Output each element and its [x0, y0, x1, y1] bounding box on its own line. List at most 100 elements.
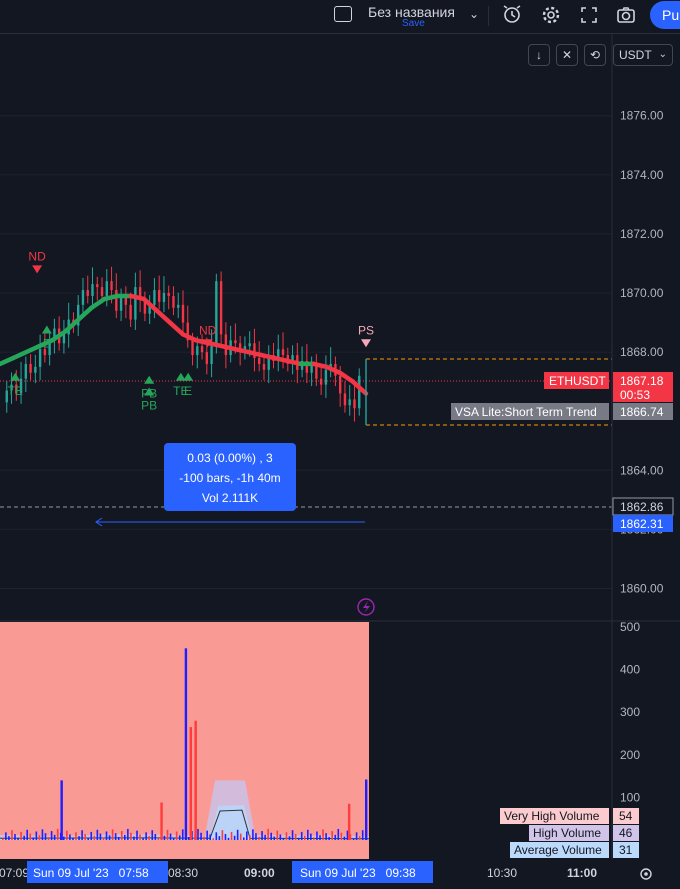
trend-segment-3 [23, 343, 42, 355]
chevron-down-icon[interactable]: ⌄ [469, 7, 480, 21]
camera-icon[interactable] [615, 4, 637, 26]
volume-bar-69 [212, 838, 215, 840]
range-end-badge [292, 861, 433, 883]
candle-body-1 [5, 390, 8, 403]
range-end-text: Sun 09 Jul '23 09:38 [300, 866, 416, 880]
volume-bar-0 [2, 838, 4, 840]
gear-icon[interactable] [640, 868, 652, 880]
volume-tick-3: 200 [620, 748, 640, 762]
signal-arrow-6 [183, 372, 194, 381]
time-tick-0900: 09:00 [244, 866, 275, 880]
candle-body-30 [143, 298, 147, 314]
volume-bar-76 [233, 835, 236, 840]
volume-bar-44 [136, 830, 138, 840]
candle-body-36 [172, 295, 175, 308]
legend-very-high-label: Very High Volume [504, 809, 600, 823]
arrow-down-icon[interactable]: ↓ [528, 44, 550, 66]
volume-bar-98 [300, 831, 303, 840]
volume-bar-113 [346, 830, 349, 840]
candle-body-5 [24, 363, 28, 379]
candle-body-40 [191, 340, 194, 356]
trend-line [0, 293, 369, 396]
signal-arrow-0 [32, 265, 43, 274]
volume-bar-1 [5, 832, 7, 840]
lightning-icon-glyph [363, 601, 370, 613]
currency-select[interactable]: USDT ⌄ [613, 44, 673, 66]
candle-body-44 [210, 346, 213, 364]
volume-tick-1: 400 [620, 663, 640, 677]
volume-bar-105 [322, 829, 324, 840]
top-toolbar: Без названия Save ⌄ Pu [0, 0, 680, 34]
candle-body-33 [157, 290, 161, 302]
volume-bar-109 [334, 834, 337, 840]
publish-button[interactable]: Pu [650, 1, 680, 29]
candle-body-13 [62, 334, 66, 344]
refresh-icon[interactable]: ⟲ [584, 44, 606, 66]
layout-square-icon[interactable] [334, 6, 352, 22]
level1-text: 1862.86 [620, 500, 664, 514]
fullscreen-icon[interactable] [578, 4, 600, 26]
trend-segment-6 [63, 317, 81, 334]
volume-bar-2 [8, 836, 10, 840]
volume-bar-7 [23, 835, 25, 840]
price-tick-4: 1868.00 [620, 345, 664, 359]
lightning-icon[interactable] [357, 598, 375, 616]
signal-arrow-5 [175, 372, 186, 381]
volume-bar-40 [124, 834, 126, 840]
candle-body-4 [19, 378, 23, 394]
volume-bar-68 [209, 834, 211, 840]
collapse-icon[interactable]: ✕ [556, 44, 578, 66]
legend-very-high-swatch [500, 808, 609, 824]
signal-label-1: TE [8, 384, 23, 398]
volume-bar-26 [81, 830, 83, 840]
trend-segment-12 [141, 296, 160, 313]
volume-bar-102 [313, 837, 315, 840]
candle-body-53 [253, 343, 256, 359]
trend-label-badge [451, 403, 609, 420]
volume-bar-34 [105, 831, 108, 840]
gear-icon[interactable] [540, 4, 562, 26]
candle-body-32 [153, 290, 156, 305]
candle-body-6 [29, 363, 32, 373]
volume-bar-24 [75, 832, 77, 840]
candle-body-7 [34, 366, 37, 373]
legend-high-label: High Volume [533, 826, 601, 840]
volume-bar-4 [14, 834, 16, 840]
volume-bar-88 [270, 832, 272, 840]
volume-bar-17 [53, 834, 56, 840]
candle-body-17 [81, 290, 85, 305]
volume-bar-84 [258, 837, 260, 840]
candle-body-55 [262, 363, 266, 370]
volume-bar-90 [276, 830, 279, 840]
chart-title[interactable]: Без названия [368, 4, 455, 20]
volume-bar-103 [316, 831, 318, 840]
measure-line-1: 0.03 (0.00%) , 3 [187, 451, 273, 465]
volume-bar-73 [224, 834, 227, 840]
alert-clock-icon[interactable] [501, 4, 523, 26]
save-label[interactable]: Save [402, 18, 425, 29]
time-tick-1030: 10:30 [487, 866, 517, 880]
volume-spike-4 [194, 720, 197, 840]
volume-bar-117 [358, 836, 361, 840]
volume-bar-36 [111, 829, 114, 840]
volume-bar-45 [139, 834, 141, 840]
signal-label-6: E [184, 384, 192, 398]
volume-bar-99 [303, 835, 306, 840]
candle-body-61 [291, 355, 294, 364]
volume-bar-93 [285, 832, 288, 840]
volume-bar-83 [255, 833, 257, 840]
currency-label: USDT [619, 48, 652, 62]
volume-bar-111 [340, 832, 343, 840]
volume-axis: 500 400 300 200 100 [620, 620, 640, 804]
signal-label-2: E [43, 336, 51, 350]
signal-arrow-2 [41, 325, 52, 334]
measure-line-3: Vol 2.111K [202, 491, 258, 505]
volume-bar-77 [236, 829, 239, 840]
trend-segment-28 [350, 379, 369, 396]
volume-bar-51 [157, 837, 160, 840]
signal-label-0: ND [28, 249, 46, 263]
legend-average-value-badge [613, 842, 639, 858]
candle-body-43 [205, 352, 209, 364]
volume-bar-5 [17, 837, 19, 840]
